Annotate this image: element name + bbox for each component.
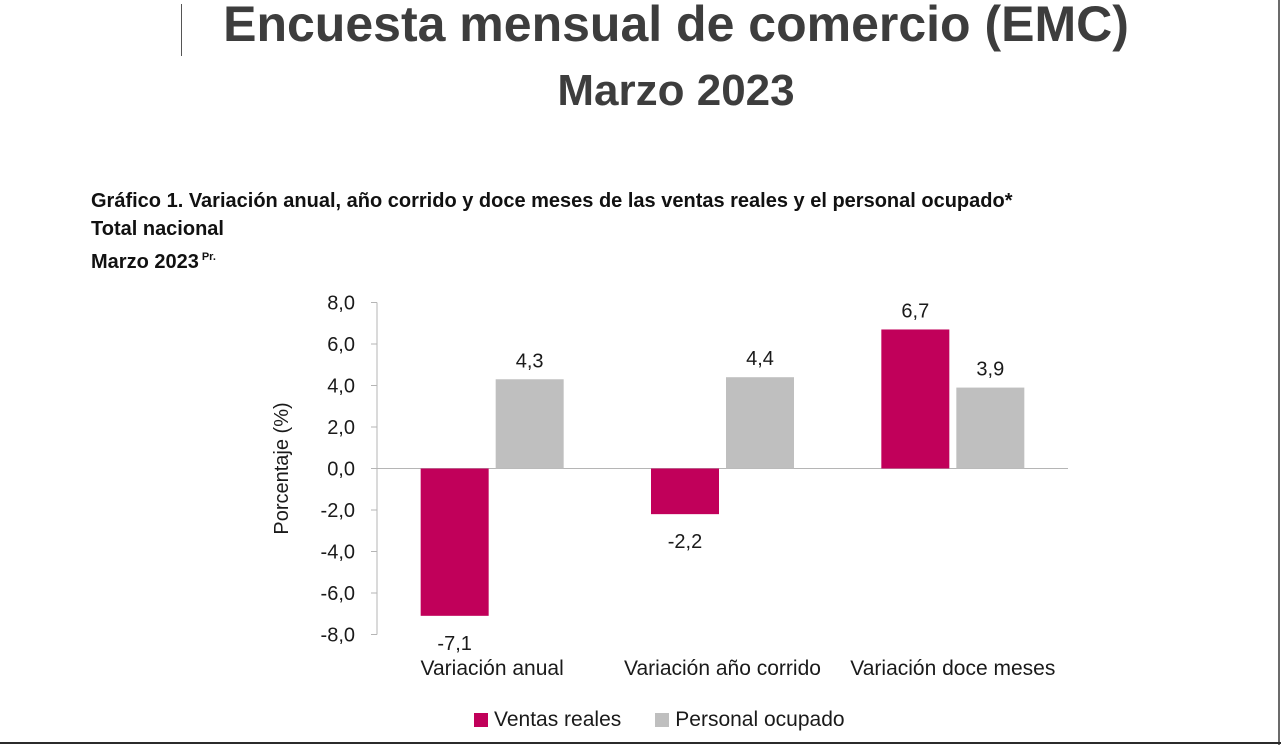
data-label-personal-ocupado: 3,9: [976, 359, 1004, 381]
y-tick-label: 8,0: [327, 293, 355, 315]
bar-ventas-reales: [420, 468, 489, 616]
bar-ventas-reales: [881, 329, 950, 469]
page-title: Encuesta mensual de comercio (EMC): [223, 0, 1129, 52]
data-label-personal-ocupado: 4,4: [746, 348, 774, 370]
legend-item-ventas-reales: Ventas reales: [474, 708, 621, 732]
legend-item-personal-ocupado: Personal ocupado: [655, 708, 845, 732]
data-label-ventas-reales: -2,2: [668, 531, 702, 553]
y-tick-label: -6,0: [321, 583, 355, 605]
legend-swatch-personal-ocupado: [655, 713, 670, 727]
y-axis-title: Porcentaje (%): [271, 402, 293, 534]
text-cursor: [181, 4, 182, 56]
bar-ventas-reales: [651, 468, 719, 515]
data-label-ventas-reales: -7,1: [437, 633, 471, 655]
chart-heading-period: Marzo 2023: [91, 251, 199, 273]
page-subtitle: Marzo 2023: [557, 66, 795, 115]
y-tick-label: 4,0: [327, 376, 355, 398]
y-tick-label: -8,0: [321, 625, 355, 647]
chart-heading-line-2: Total nacional: [91, 218, 224, 240]
chart-heading-line-3: Marzo 2023 Pr.: [91, 243, 1012, 276]
legend-swatch-ventas-reales: [474, 713, 488, 727]
data-label-personal-ocupado: 4,3: [516, 350, 544, 372]
legend-label-personal-ocupado: Personal ocupado: [675, 708, 845, 731]
bar-personal-ocupado: [726, 377, 794, 469]
y-tick-label: -4,0: [321, 542, 355, 564]
x-category-label: Variación doce meses: [850, 657, 1055, 680]
y-tick-label: 0,0: [327, 459, 355, 481]
window-border-right: [1278, 0, 1280, 745]
x-category-label: Variación anual: [421, 657, 564, 680]
window-border-bottom: [0, 742, 1281, 744]
chart-heading-line-1: Gráfico 1. Variación anual, año corrido …: [91, 190, 1013, 212]
y-tick-label: 6,0: [327, 334, 355, 356]
chart-heading-superscript: Pr.: [201, 251, 216, 263]
y-tick-label: -2,0: [321, 500, 355, 522]
bar-personal-ocupado: [956, 387, 1025, 469]
chart-legend: Ventas reales Personal ocupado: [474, 708, 845, 732]
bar-personal-ocupado: [495, 379, 564, 469]
chart-heading: Gráfico 1. Variación anual, año corrido …: [91, 187, 1012, 276]
data-label-ventas-reales: 6,7: [901, 300, 929, 322]
y-tick-label: 2,0: [327, 417, 355, 439]
legend-label-ventas-reales: Ventas reales: [494, 708, 622, 731]
x-category-label: Variación año corrido: [624, 657, 821, 680]
